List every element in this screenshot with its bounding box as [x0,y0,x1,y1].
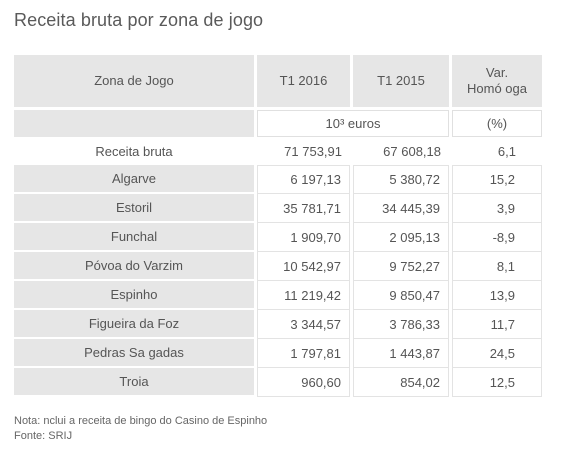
row-t1-2016: 11 219,42 [257,281,350,310]
table-row: Pedras Sa gadas 1 797,81 1 443,87 24,5 [14,339,542,368]
table-row: Espinho 11 219,42 9 850,47 13,9 [14,281,542,310]
row-t1-2016: 1 797,81 [257,339,350,368]
row-t1-2016: 10 542,97 [257,252,350,281]
row-t1-2015: 9 752,27 [353,252,449,281]
row-zona: Pedras Sa gadas [14,339,254,368]
row-t1-2016: 3 344,57 [257,310,350,339]
header-var-line1: Var. [485,64,509,80]
table-row: Póvoa do Varzim 10 542,97 9 752,27 8,1 [14,252,542,281]
table-notes: Nota: nclui a receita de bingo do Casino… [14,414,267,444]
table-header-row: Zona de Jogo T1 2016 T1 2015 Var. Homó o… [14,55,542,107]
note-text: Nota: nclui a receita de bingo do Casino… [14,415,268,427]
table-row-total: Receita bruta 71 753,91 67 608,18 6,1 [14,137,542,165]
row-t1-2016: 6 197,13 [257,165,350,194]
row-zona: Funchal [14,223,254,252]
table-units-row: 10³ euros (%) [14,110,542,137]
total-t1-2015: 67 608,18 [353,137,449,165]
table-row: Funchal 1 909,70 2 095,13 -8,9 [14,223,542,252]
row-zona: Troia [14,368,254,397]
row-zona: Espinho [14,281,254,310]
row-zona: Estoril [14,194,254,223]
source-text: Fonte: SRIJ [14,430,73,442]
total-var: 6,1 [452,137,542,165]
table-row: Troia 960,60 854,02 12,5 [14,368,542,397]
units-spacer [14,110,254,137]
row-var: 11,7 [452,310,542,339]
header-t1-2016: T1 2016 [257,55,350,107]
total-t1-2016: 71 753,91 [257,137,350,165]
row-t1-2016: 1 909,70 [257,223,350,252]
row-t1-2015: 3 786,33 [353,310,449,339]
row-zona: Figueira da Foz [14,310,254,339]
row-t1-2015: 5 380,72 [353,165,449,194]
units-pct: (%) [452,110,542,137]
table-row: Estoril 35 781,71 34 445,39 3,9 [14,194,542,223]
row-zona: Algarve [14,165,254,194]
row-var: 3,9 [452,194,542,223]
revenue-table: Zona de Jogo T1 2016 T1 2015 Var. Homó o… [14,55,542,397]
row-t1-2015: 2 095,13 [353,223,449,252]
table-row: Figueira da Foz 3 344,57 3 786,33 11,7 [14,310,542,339]
table-row: Algarve 6 197,13 5 380,72 15,2 [14,165,542,194]
row-t1-2016: 35 781,71 [257,194,350,223]
row-t1-2015: 9 850,47 [353,281,449,310]
header-var: Var. Homó oga [452,55,542,107]
row-t1-2015: 1 443,87 [353,339,449,368]
page-title: Receita bruta por zona de jogo [14,10,264,30]
units-values: 10³ euros [257,110,449,137]
row-var: 15,2 [452,165,542,194]
row-var: 8,1 [452,252,542,281]
row-t1-2016: 960,60 [257,368,350,397]
header-t1-2015: T1 2015 [353,55,449,107]
row-var: -8,9 [452,223,542,252]
header-zona: Zona de Jogo [14,55,254,107]
row-var: 13,9 [452,281,542,310]
row-t1-2015: 854,02 [353,368,449,397]
row-zona: Póvoa do Varzim [14,252,254,281]
total-zona: Receita bruta [14,137,254,165]
header-var-line2: Homó oga [467,81,527,96]
row-t1-2015: 34 445,39 [353,194,449,223]
row-var: 12,5 [452,368,542,397]
row-var: 24,5 [452,339,542,368]
